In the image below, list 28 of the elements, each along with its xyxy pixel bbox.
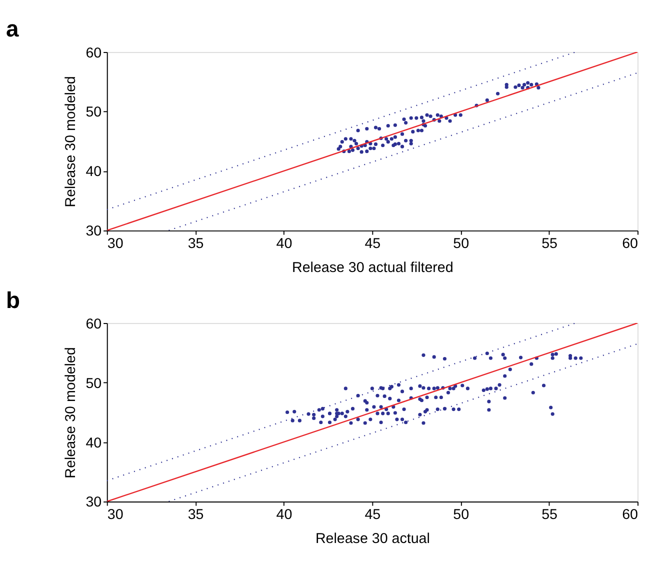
x-tick-label: 55: [542, 236, 558, 252]
y-tick-label: 30: [86, 494, 102, 511]
x-tick-label: 40: [276, 236, 292, 252]
y-tick-label: 50: [86, 104, 102, 121]
chart-title: a: [6, 16, 20, 42]
y-tick-label: 30: [86, 224, 102, 240]
x-tick-label: 35: [188, 507, 204, 524]
x-tick-label: 35: [188, 236, 204, 252]
x-tick-label: 50: [453, 507, 470, 524]
x-tick-label: 40: [276, 507, 292, 524]
y-axis-title: Release 30 modeled: [63, 347, 80, 478]
y-axis-title: Release 30 modeled: [63, 76, 80, 208]
x-tick-label: 60: [622, 236, 638, 252]
x-tick-label: 45: [364, 507, 381, 524]
x-tick-label: 55: [542, 507, 558, 524]
y-tick-label: 50: [86, 376, 102, 392]
y-tick-label: 40: [86, 164, 102, 180]
x-tick-label: 50: [453, 236, 470, 252]
y-tick-label: 40: [86, 435, 102, 452]
x-tick-label: 45: [364, 236, 381, 252]
x-tick-label: 30: [107, 507, 124, 524]
x-axis-title: Release 30 actual filtered: [292, 260, 454, 276]
x-axis-title: Release 30 actual: [315, 531, 430, 548]
x-tick-label: 30: [107, 236, 124, 252]
x-tick-label: 60: [622, 507, 638, 524]
chart-title: b: [6, 286, 20, 313]
y-tick-label: 60: [86, 45, 102, 62]
y-tick-label: 60: [86, 316, 102, 332]
